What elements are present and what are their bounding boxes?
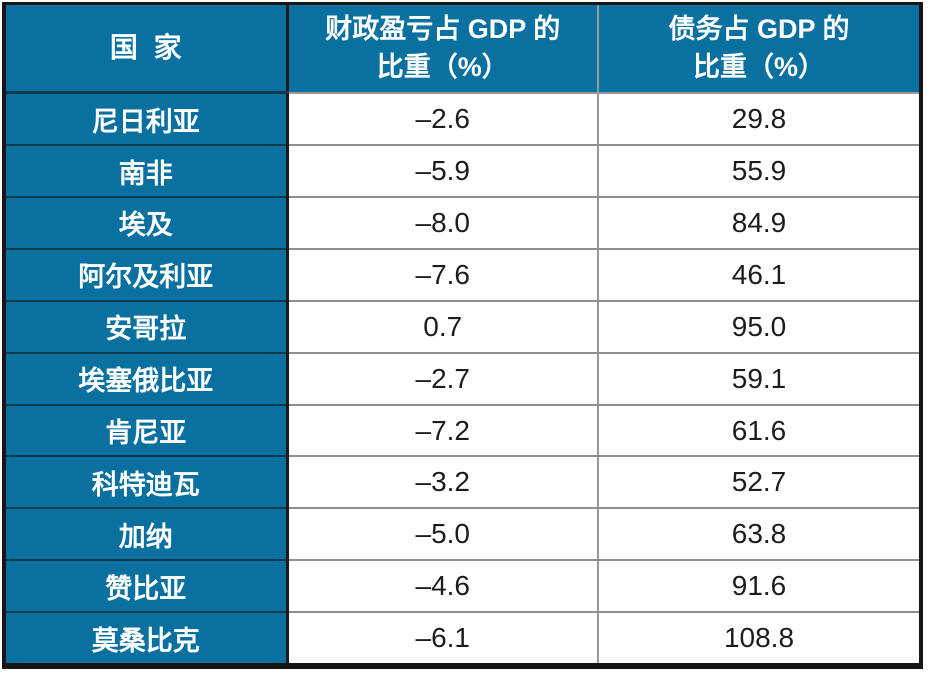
- debt-cell: 95.0: [598, 300, 919, 354]
- table-row: 安哥拉 0.7 95.0: [6, 300, 919, 354]
- fiscal-cell: –2.6: [287, 92, 599, 147]
- table-row: 加纳 –5.0 63.8: [6, 508, 919, 562]
- table-row: 肯尼亚 –7.2 61.6: [6, 404, 919, 458]
- debt-cell: 61.6: [598, 404, 919, 458]
- header-debt-line1: 债务占 GDP 的: [668, 14, 850, 45]
- fiscal-cell: 0.7: [287, 300, 599, 354]
- header-country-label: 国 家: [109, 32, 182, 63]
- country-cell: 尼日利亚: [6, 92, 289, 147]
- fiscal-cell: –4.6: [287, 560, 599, 614]
- debt-cell: 46.1: [598, 248, 919, 302]
- fiscal-cell: –5.0: [287, 508, 599, 562]
- fiscal-cell: –7.2: [287, 404, 599, 458]
- country-cell: 埃塞俄比亚: [6, 352, 289, 406]
- debt-cell: 55.9: [598, 145, 919, 198]
- fiscal-cell: –5.9: [287, 145, 599, 198]
- table-row: 埃及 –8.0 84.9: [6, 196, 919, 250]
- debt-cell: 108.8: [598, 612, 919, 663]
- country-cell: 南非: [6, 145, 289, 198]
- fiscal-cell: –2.7: [287, 352, 599, 406]
- fiscal-cell: –7.6: [287, 248, 599, 302]
- fiscal-cell: –3.2: [287, 456, 599, 510]
- country-cell: 安哥拉: [6, 300, 289, 354]
- header-debt-line2: 比重（%）: [692, 52, 825, 83]
- table-frame: 国 家 财政盈亏占 GDP 的 比重（%） 债务占 GDP 的 比重（%） 尼日…: [2, 2, 923, 669]
- country-cell: 科特迪瓦: [6, 456, 289, 510]
- country-cell: 赞比亚: [6, 560, 289, 614]
- header-fiscal-balance: 财政盈亏占 GDP 的 比重（%）: [287, 5, 599, 94]
- debt-cell: 63.8: [598, 508, 919, 562]
- debt-cell: 52.7: [598, 456, 919, 510]
- table-row: 莫桑比克 –6.1 108.8: [6, 612, 919, 663]
- debt-cell: 91.6: [598, 560, 919, 614]
- debt-cell: 59.1: [598, 352, 919, 406]
- country-cell: 莫桑比克: [6, 612, 289, 663]
- header-debt: 债务占 GDP 的 比重（%）: [598, 5, 919, 94]
- fiscal-cell: –6.1: [287, 612, 599, 663]
- table-row: 阿尔及利亚 –7.6 46.1: [6, 248, 919, 302]
- debt-cell: 29.8: [598, 92, 919, 147]
- table-row: 尼日利亚 –2.6 29.8: [6, 92, 919, 147]
- country-cell: 埃及: [6, 196, 289, 250]
- table-row: 科特迪瓦 –3.2 52.7: [6, 456, 919, 510]
- table-row: 赞比亚 –4.6 91.6: [6, 560, 919, 614]
- fiscal-cell: –8.0: [287, 196, 599, 250]
- header-country: 国 家: [6, 5, 289, 94]
- table-row: 南非 –5.9 55.9: [6, 145, 919, 198]
- header-row: 国 家 财政盈亏占 GDP 的 比重（%） 债务占 GDP 的 比重（%）: [6, 5, 919, 94]
- country-cell: 加纳: [6, 508, 289, 562]
- debt-cell: 84.9: [598, 196, 919, 250]
- header-fiscal-line2: 比重（%）: [376, 52, 509, 83]
- table-row: 埃塞俄比亚 –2.7 59.1: [6, 352, 919, 406]
- country-cell: 肯尼亚: [6, 404, 289, 458]
- header-fiscal-line1: 财政盈亏占 GDP 的: [325, 14, 561, 45]
- country-gdp-table: 国 家 财政盈亏占 GDP 的 比重（%） 债务占 GDP 的 比重（%） 尼日…: [6, 5, 919, 663]
- country-cell: 阿尔及利亚: [6, 248, 289, 302]
